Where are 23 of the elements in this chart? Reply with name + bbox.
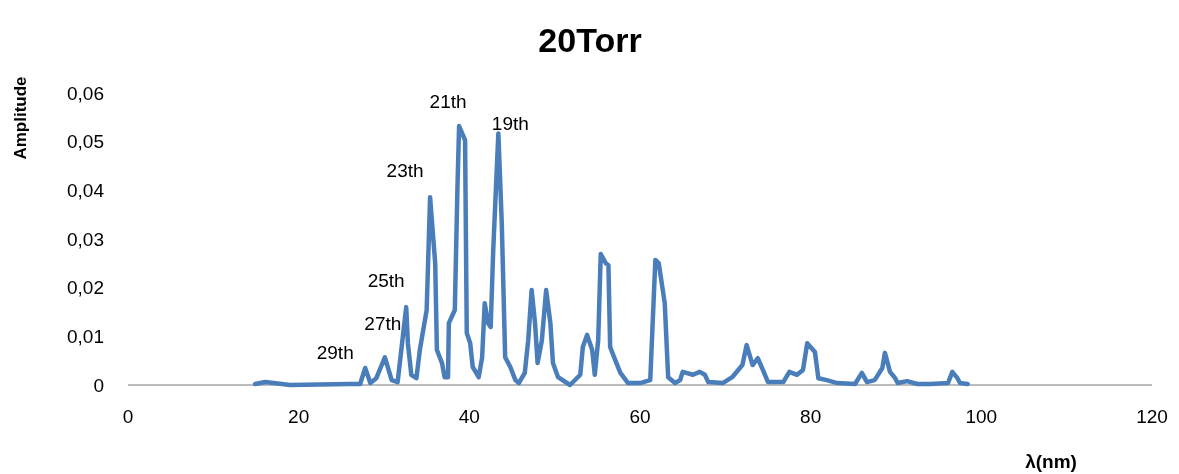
y-tick-label: 0,03: [67, 228, 104, 250]
x-tick-label: 80: [800, 406, 822, 427]
x-tick-label: 20: [288, 406, 310, 427]
y-tick-label: 0: [93, 374, 104, 396]
x-tick-label: 60: [629, 406, 651, 427]
y-tick-label: 0,01: [67, 325, 104, 347]
x-tick-label: 40: [458, 406, 480, 427]
annotation: 21th: [429, 90, 467, 112]
annotation: 23th: [386, 159, 424, 181]
y-axis-title: Amplitude: [11, 76, 30, 160]
x-axis-title: λ(nm): [1025, 451, 1077, 472]
y-tick-label: 0,06: [67, 82, 104, 104]
y-tick-label: 0,04: [67, 179, 105, 201]
annotation: 19th: [491, 113, 529, 135]
y-tick-label: 0,05: [67, 131, 104, 153]
x-tick-label: 0: [122, 406, 134, 427]
annotation: 27th: [364, 312, 402, 334]
x-tick-label: 120: [1136, 406, 1168, 427]
annotation: 29th: [316, 341, 354, 363]
y-tick-label: 0,02: [67, 277, 104, 299]
x-tick-label: 100: [965, 406, 998, 427]
chart-title: 20Torr: [538, 21, 642, 59]
annotation: 25th: [367, 269, 405, 291]
